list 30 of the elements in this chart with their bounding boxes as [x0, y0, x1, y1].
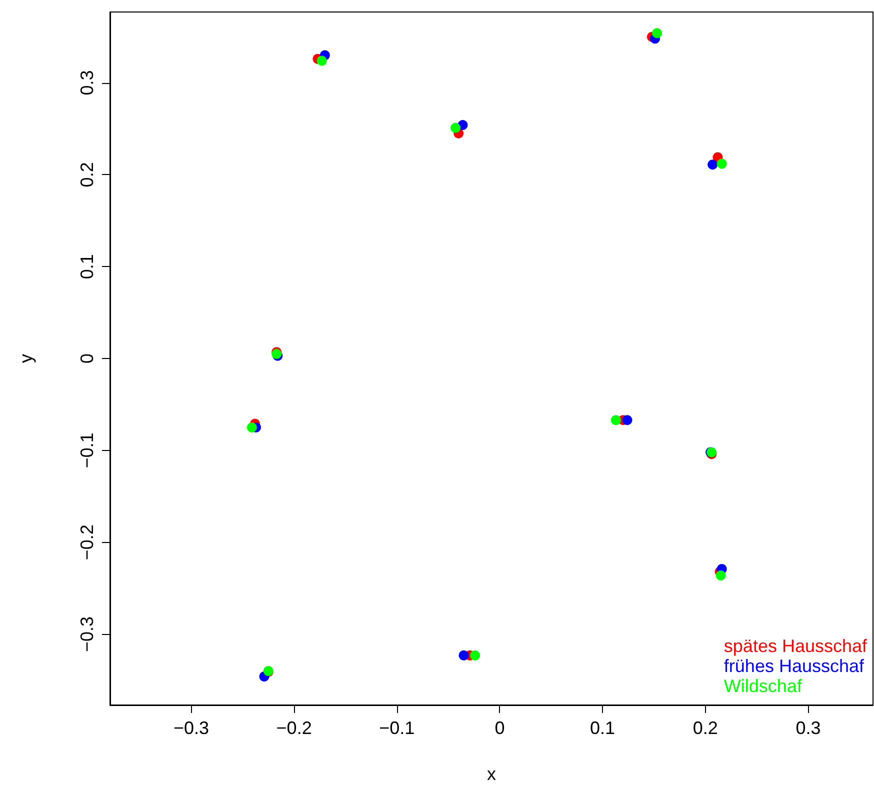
x-tick-label: 0 — [494, 718, 505, 738]
y-tick-label: −0.1 — [77, 432, 97, 468]
y-tick-label: 0.1 — [77, 254, 97, 280]
y-tick-label: 0.3 — [77, 70, 97, 96]
x-tick-label: −0.1 — [379, 718, 415, 738]
point — [716, 158, 727, 169]
point — [708, 160, 718, 170]
point — [458, 650, 469, 660]
y-tick-label: −0.2 — [77, 524, 97, 560]
text: frühes Hausschaf — [724, 656, 865, 676]
point — [652, 28, 662, 38]
point — [470, 650, 480, 660]
point — [622, 415, 632, 426]
x-tick-label: −0.3 — [173, 718, 210, 738]
point — [246, 422, 257, 432]
text: Wildschaf — [724, 676, 803, 696]
point — [316, 56, 327, 66]
x-tick-label: 0.3 — [796, 718, 821, 738]
x-tick-label: 0.2 — [692, 718, 718, 738]
x-tick-label: −0.2 — [276, 718, 312, 738]
point — [450, 122, 461, 133]
x-tick-label: 0.1 — [590, 718, 616, 738]
point — [716, 570, 726, 580]
y-axis-title: y — [16, 354, 36, 363]
y-tick-label: 0.2 — [77, 162, 97, 188]
text: spätes Hausschaf — [724, 636, 868, 656]
point — [610, 415, 621, 426]
y-tick-label: −0.3 — [77, 616, 97, 652]
x-axis-title: x — [487, 764, 496, 784]
y-tick-label: 0 — [77, 353, 97, 364]
